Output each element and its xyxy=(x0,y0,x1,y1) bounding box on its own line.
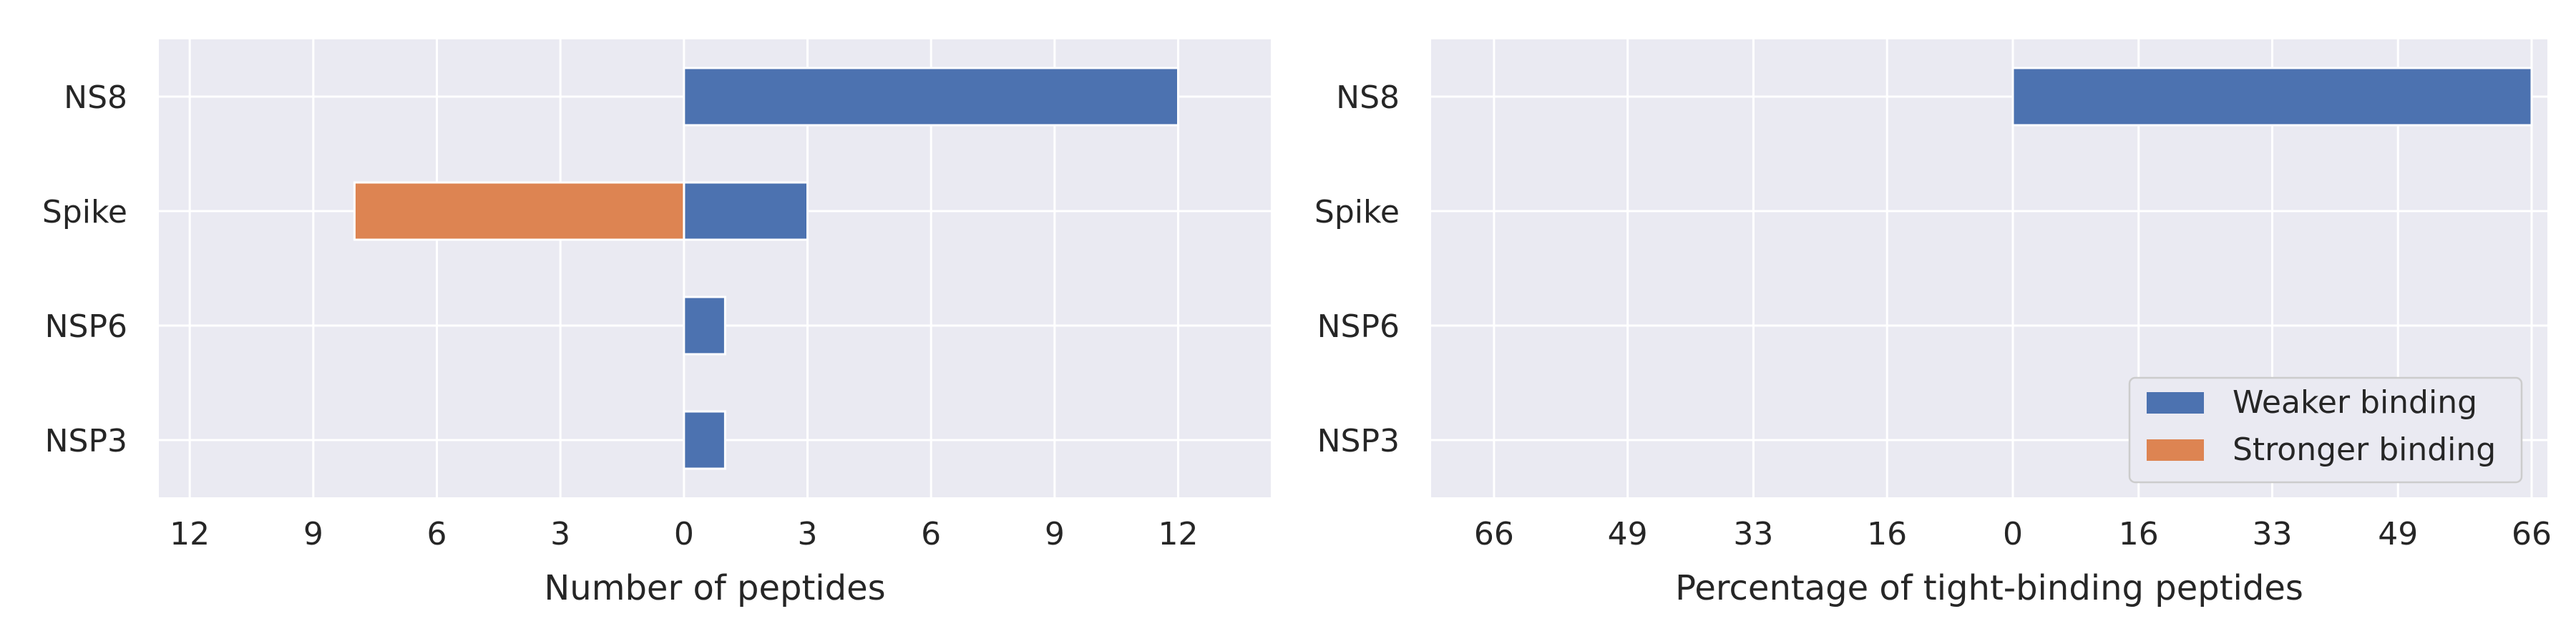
x-tick-label: 12 xyxy=(1158,516,1199,552)
x-axis-label: Percentage of tight-binding peptides xyxy=(1675,568,2303,608)
category-label-spike: Spike xyxy=(1314,194,1400,230)
right-panel-percentage-tight-binding: 66 49 33 16 0 16 33 49 66 NS8 Spike NSP6 NSP3 Percent… xyxy=(1314,39,2552,608)
left-panel-number-of-peptides: 12 9 6 3 0 3 6 9 12 NS8 Spike NSP6 NSP3 Number of pep… xyxy=(42,39,1271,608)
legend-frame xyxy=(2128,376,2523,484)
x-tick-label: 66 xyxy=(1474,516,1514,552)
category-label-spike: Spike xyxy=(42,194,127,230)
legend-swatch-stronger-binding xyxy=(2147,439,2204,461)
x-tick-label: 3 xyxy=(798,516,818,552)
x-tick-label: 16 xyxy=(1867,516,1907,552)
legend-label-weaker-binding: Weaker binding xyxy=(2233,384,2477,421)
x-tick-label: 49 xyxy=(2378,516,2418,552)
x-tick-label: 66 xyxy=(2512,516,2552,552)
category-label-nsp6: NSP6 xyxy=(45,308,127,345)
x-tick-label: 49 xyxy=(1608,516,1648,552)
x-tick-label: 3 xyxy=(550,516,570,552)
category-label-ns8: NS8 xyxy=(1336,79,1400,116)
x-tick-label: 9 xyxy=(303,516,323,552)
x-tick-label: 9 xyxy=(1045,516,1065,552)
x-tick-label: 33 xyxy=(2252,516,2292,552)
legend-label-stronger-binding: Stronger binding xyxy=(2233,431,2496,468)
x-tick-label: 16 xyxy=(2119,516,2159,552)
x-tick-label: 0 xyxy=(674,516,694,552)
bar-ns8-weaker-binding xyxy=(2011,67,2533,127)
legend: Weaker binding Stronger binding xyxy=(2128,376,2523,484)
legend-swatch-weaker-binding xyxy=(2147,392,2204,414)
x-tick-label: 6 xyxy=(427,516,447,552)
x-tick-label: 6 xyxy=(921,516,941,552)
x-tick-label: 33 xyxy=(1733,516,1773,552)
bar-spike-stronger-binding xyxy=(353,181,686,241)
bar-nsp3-weaker-binding xyxy=(683,410,726,470)
category-label-ns8: NS8 xyxy=(64,79,127,116)
bar-ns8-weaker-binding xyxy=(683,67,1179,127)
x-axis-label: Number of peptides xyxy=(544,568,885,608)
category-label-nsp3: NSP3 xyxy=(45,423,127,459)
x-tick-label: 12 xyxy=(170,516,210,552)
category-label-nsp3: NSP3 xyxy=(1317,423,1400,459)
bar-spike-weaker-binding xyxy=(683,181,809,241)
bar-nsp6-weaker-binding xyxy=(683,296,726,356)
x-tick-label: 0 xyxy=(2003,516,2023,552)
category-label-nsp6: NSP6 xyxy=(1317,308,1400,345)
